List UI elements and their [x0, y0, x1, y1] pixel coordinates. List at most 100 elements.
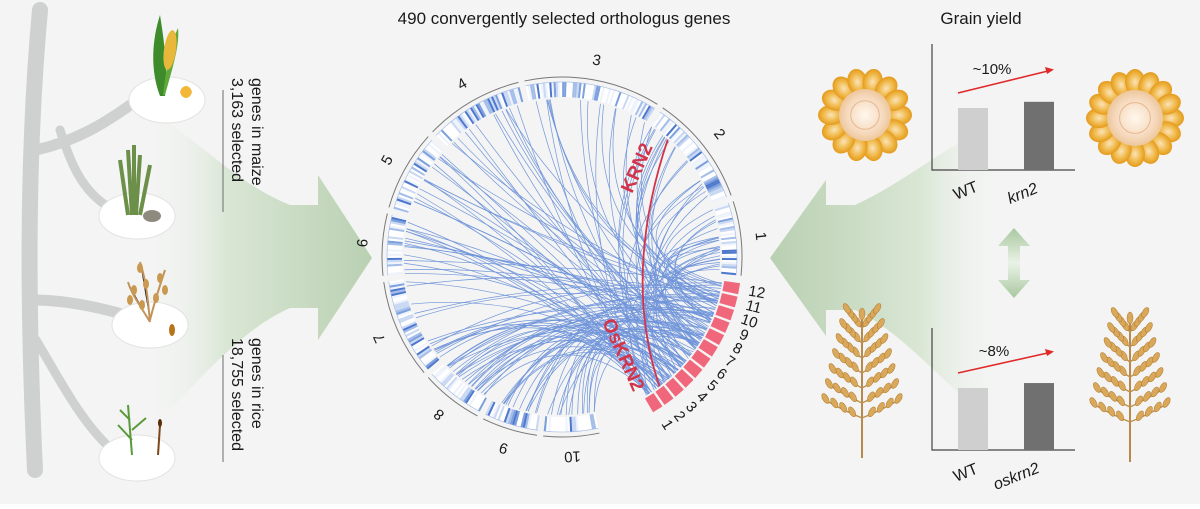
ortholog-link	[457, 326, 676, 377]
ortholog-link	[651, 146, 696, 350]
gene-density-cell	[699, 167, 714, 177]
gene-density-cell	[527, 84, 533, 101]
ortholog-link	[436, 282, 722, 354]
gene-density-cell	[705, 178, 720, 188]
gene-density-cell	[694, 158, 708, 169]
gene-density-cell	[721, 265, 737, 269]
ortholog-link	[424, 179, 659, 388]
ortholog-link	[406, 228, 657, 389]
gene-density-cell	[387, 259, 403, 263]
gene-density-cell	[388, 233, 404, 238]
gene-density-cell	[477, 397, 487, 412]
maize-kernel	[883, 89, 909, 111]
rice-chromosome-block	[715, 305, 735, 321]
maize-chromosome-outline	[388, 136, 429, 208]
gene-density-cell	[390, 289, 406, 295]
ortholog-links	[403, 99, 722, 416]
gene-density-cell	[690, 152, 704, 164]
rice-grain	[1098, 401, 1107, 413]
gene-density-cell	[567, 416, 571, 432]
gene-density-cell	[566, 82, 569, 98]
rice-grain	[876, 402, 885, 413]
rice-grain	[873, 303, 882, 314]
maize-plant-illustration	[128, 15, 206, 124]
cob-ring	[1119, 102, 1151, 134]
gene-density-cell	[698, 165, 713, 176]
gene-density-cell	[515, 87, 522, 103]
gene-density-cell	[395, 306, 411, 314]
gene-density-cell	[708, 186, 724, 195]
gene-density-cell	[389, 223, 406, 229]
ortholog-link	[434, 163, 650, 394]
gene-density-cell	[387, 246, 403, 250]
maize-chromosome-band-edge	[525, 81, 655, 109]
gene-density-cell	[547, 82, 551, 98]
gene-density-cell	[406, 330, 421, 339]
gene-density-cell	[387, 267, 403, 271]
maize-chromosome-label: 10	[564, 447, 582, 465]
rice-chromosome-block	[665, 377, 684, 397]
gene-density-cell	[442, 374, 455, 387]
gene-density-cell	[721, 238, 737, 243]
gene-density-cell	[387, 263, 403, 267]
ortholog-link	[577, 328, 695, 415]
maize-chromosome-outline	[662, 107, 732, 196]
gene-density-cell	[651, 111, 662, 126]
rice-grain	[1107, 406, 1116, 417]
gene-density-cell	[552, 416, 556, 432]
rice-grain	[821, 393, 830, 404]
gene-density-cell	[402, 181, 418, 191]
gene-density-cell	[444, 375, 456, 388]
ortholog-link	[505, 109, 700, 344]
gene-density-cell	[641, 105, 652, 120]
rice-chromosome-block	[674, 368, 694, 388]
gene-density-cell	[525, 85, 531, 101]
rice-grain	[1144, 322, 1153, 333]
ortholog-link	[404, 269, 712, 320]
gene-density-cell	[399, 317, 415, 326]
ortholog-link	[625, 161, 689, 394]
rice-count-text: 18,755 selected	[228, 338, 245, 451]
comparison-double-arrow	[998, 228, 1030, 298]
gene-density-cell	[403, 324, 418, 334]
gene-density-cell	[493, 404, 502, 419]
gene-density-cell	[701, 171, 716, 181]
gene-density-cell	[509, 89, 516, 105]
gene-density-cell	[388, 236, 404, 240]
rice-grain	[1117, 395, 1125, 407]
gene-density-cell	[555, 82, 559, 98]
gene-density-cell	[462, 111, 473, 126]
rice-chromosome-block	[644, 393, 663, 413]
maize-count-text: 3,163 selected	[228, 78, 245, 182]
rice-grain	[830, 397, 839, 409]
gene-density-cell	[483, 99, 492, 115]
rice-grain	[1148, 337, 1157, 348]
rice-grain	[1103, 337, 1112, 348]
ortholog-link	[446, 319, 683, 367]
gene-density-cell	[553, 82, 557, 98]
ortholog-link	[526, 284, 722, 412]
rice-bar-oskrn2	[1024, 383, 1054, 450]
gene-density-cell	[407, 172, 423, 182]
gene-density-cell	[411, 338, 426, 349]
gene-density-cell	[549, 82, 553, 98]
gene-density-cell	[447, 378, 459, 391]
ortholog-link	[475, 346, 668, 390]
gene-density-cell	[569, 416, 573, 432]
gene-density-cell	[476, 396, 486, 411]
rice-grain	[891, 378, 899, 389]
gene-density-cell	[719, 228, 735, 233]
rice-grain	[1107, 322, 1116, 333]
rice-grain	[1144, 406, 1153, 417]
rice-grain	[1143, 391, 1151, 402]
rice-chromosome-block	[698, 339, 718, 357]
gene-density-cell	[452, 119, 464, 133]
rice-grain	[876, 318, 885, 329]
rice-grain	[832, 348, 841, 359]
gene-density-cell	[466, 109, 477, 124]
gene-density-cell	[459, 114, 470, 128]
gene-density-cell	[721, 245, 737, 249]
maize-chromosome-band-edge	[431, 373, 480, 412]
rice-grain	[1145, 356, 1154, 368]
rice-grain	[839, 402, 848, 413]
